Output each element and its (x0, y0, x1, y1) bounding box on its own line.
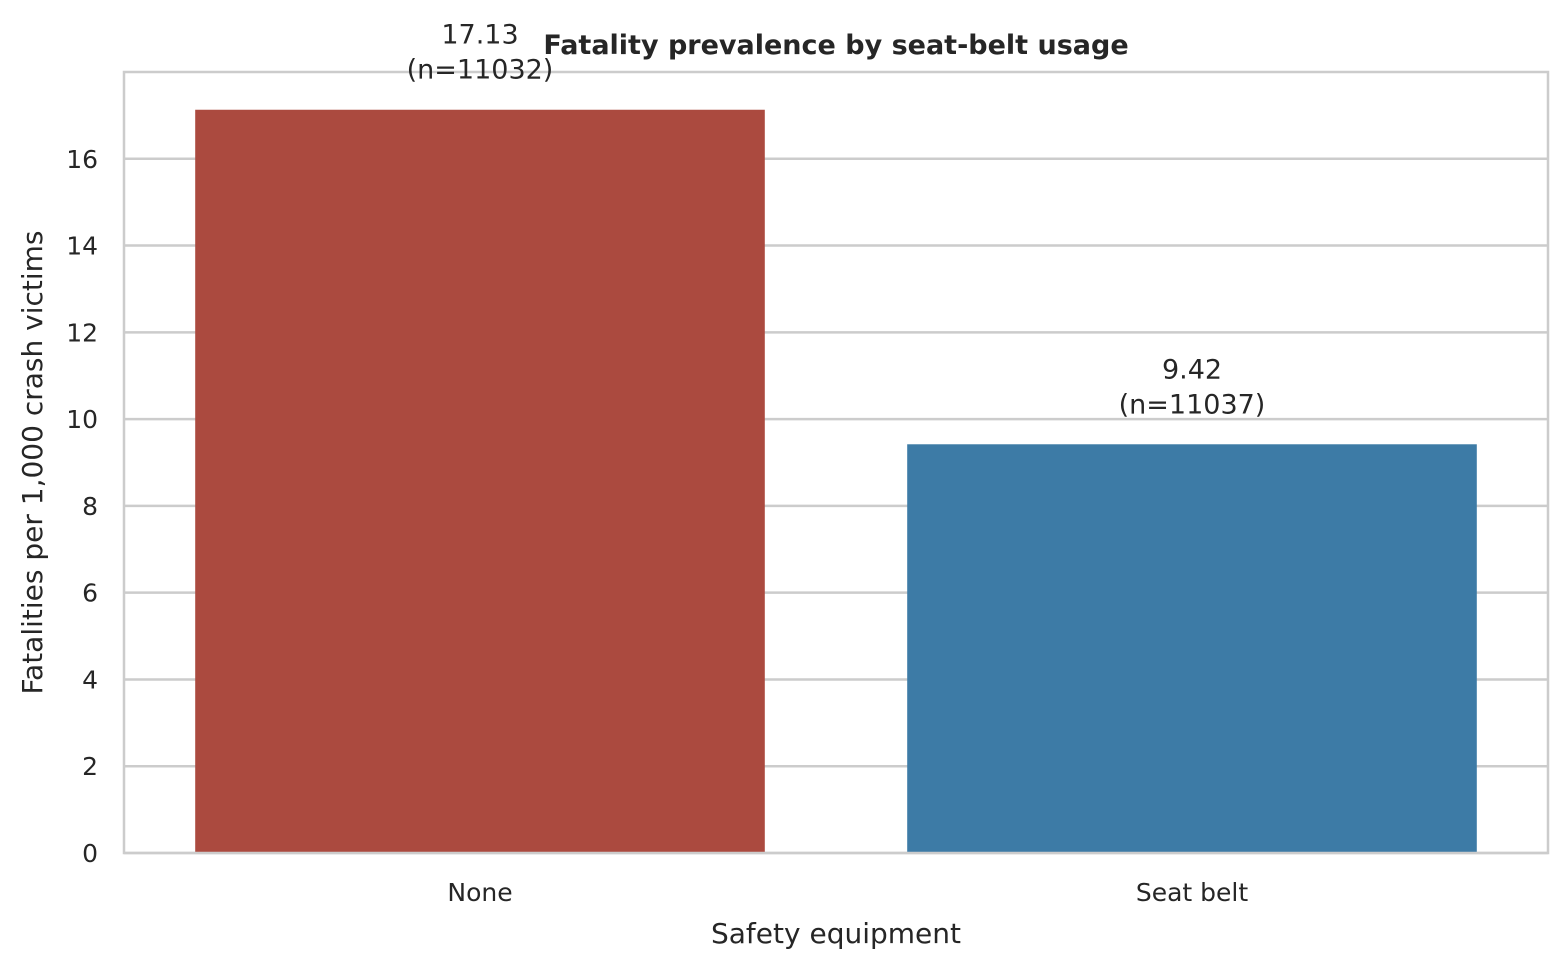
plot-frame (122, 70, 1550, 855)
bars (195, 109, 1477, 853)
y-axis-label: Fatalities per 1,000 crash victims (16, 231, 49, 695)
x-tick-label: Seat belt (1136, 878, 1249, 907)
y-tick-label: 6 (82, 579, 98, 608)
y-tick-label: 0 (82, 839, 98, 868)
y-tick-label: 14 (66, 232, 98, 261)
bar-count-label: (n=11032) (407, 55, 554, 86)
x-tick-labels: None Seat belt (447, 878, 1248, 907)
bar-count-label: (n=11037) (1119, 389, 1266, 420)
bar-none (195, 109, 765, 853)
y-tick-label: 10 (66, 405, 98, 434)
y-tick-labels: 0 2 4 6 8 10 12 14 16 (66, 145, 98, 868)
bar-seat-belt (907, 444, 1477, 853)
bar-value-label: 17.13 (441, 20, 518, 51)
y-tick-label: 16 (66, 145, 98, 174)
x-tick-label: None (447, 878, 512, 907)
chart-title: Fatality prevalence by seat-belt usage (543, 30, 1128, 61)
bar-value-label: 9.42 (1162, 354, 1222, 385)
y-tick-label: 12 (66, 318, 98, 347)
x-axis-label: Safety equipment (711, 917, 961, 950)
bar-value-labels: 17.13 (n=11032) 9.42 (n=11037) (407, 20, 1266, 421)
y-tick-label: 2 (82, 752, 98, 781)
y-tick-label: 4 (82, 665, 98, 694)
y-tick-label: 8 (82, 492, 98, 521)
